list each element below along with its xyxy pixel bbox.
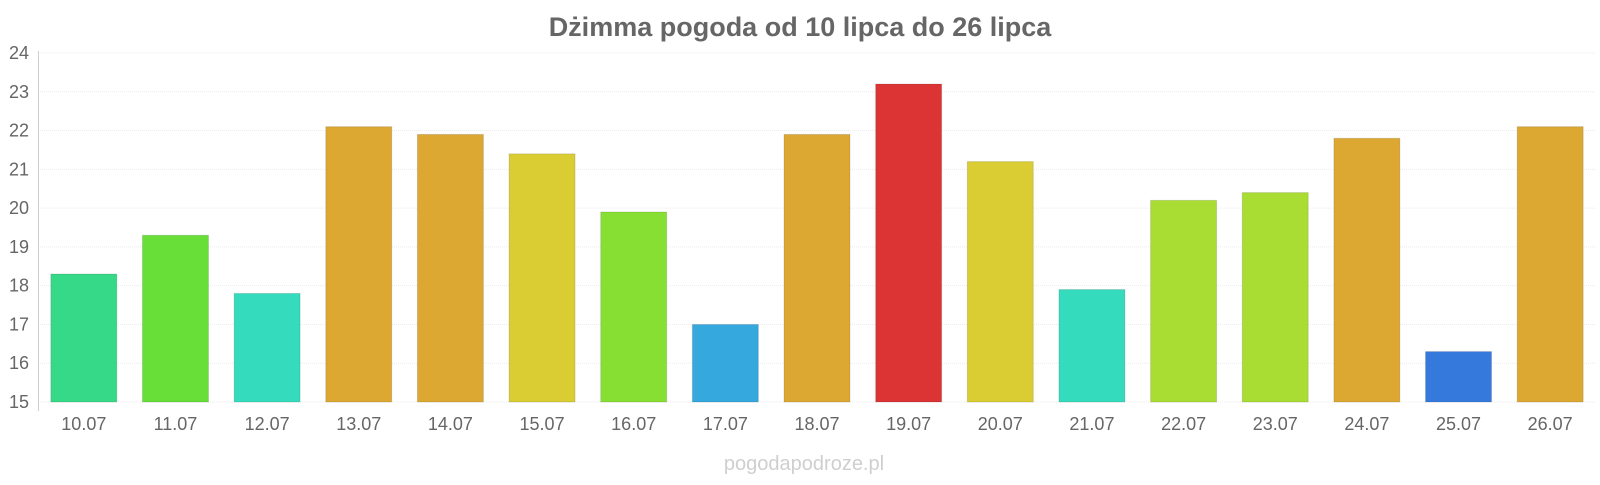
x-tick-label: 12.07 [245,414,290,434]
y-tick-label: 17 [9,314,29,334]
y-tick-label: 21 [9,159,29,179]
x-tick-label: 16.07 [611,414,656,434]
bar-14.07 [416,133,484,403]
bar-18.07 [783,133,851,403]
x-tick-label: 25.07 [1436,414,1481,434]
bar-17.07 [691,323,759,403]
bar-25.07 [1425,351,1493,403]
x-tick-label: 24.07 [1344,414,1389,434]
watermark-text: pogodapodroze.pl [724,453,884,475]
x-tick-label: 13.07 [336,414,381,434]
y-tick-label: 22 [9,121,29,141]
bar-20.07 [966,161,1034,403]
x-tick-label: 21.07 [1069,414,1114,434]
bar-23.07 [1241,192,1309,403]
x-tick-label: 17.07 [703,414,748,434]
x-tick-label: 20.07 [978,414,1023,434]
y-tick-label: 24 [9,43,29,63]
y-axis-ticks: 15 16 17 18 19 20 21 22 23 24 [9,43,29,412]
x-tick-label: 26.07 [1528,414,1573,434]
bar-10.07 [50,273,118,403]
x-tick-label: 11.07 [154,414,198,434]
x-tick-label: 23.07 [1253,414,1298,434]
x-tick-label: 10.07 [61,414,106,434]
x-tick-label: 14.07 [428,414,473,434]
bar-15.07 [508,153,576,403]
bar-24.07 [1333,137,1401,403]
y-tick-label: 23 [9,82,29,102]
x-tick-label: 18.07 [794,414,839,434]
chart-title: Dżimma pogoda od 10 lipca do 26 lipca [549,12,1053,42]
x-tick-label: 15.07 [520,414,565,434]
bar-11.07 [141,234,209,403]
bar-13.07 [325,126,393,403]
x-tick-label: 19.07 [886,414,931,434]
y-tick-label: 18 [9,276,29,296]
bar-26.07 [1516,126,1584,403]
bar-12.07 [233,292,301,403]
bar-16.07 [600,211,668,403]
y-tick-label: 16 [9,353,29,373]
bars [50,83,1584,403]
y-tick-label: 20 [9,198,29,218]
y-tick-label: 19 [9,237,29,257]
bar-21.07 [1058,289,1126,403]
bar-22.07 [1150,199,1218,403]
x-axis-ticks: 10.07 11.07 12.07 13.07 14.07 15.07 16.07 17.07… [61,414,1572,434]
x-tick-label: 22.07 [1161,414,1206,434]
y-tick-label: 15 [9,392,29,412]
bar-19.07 [875,83,943,403]
